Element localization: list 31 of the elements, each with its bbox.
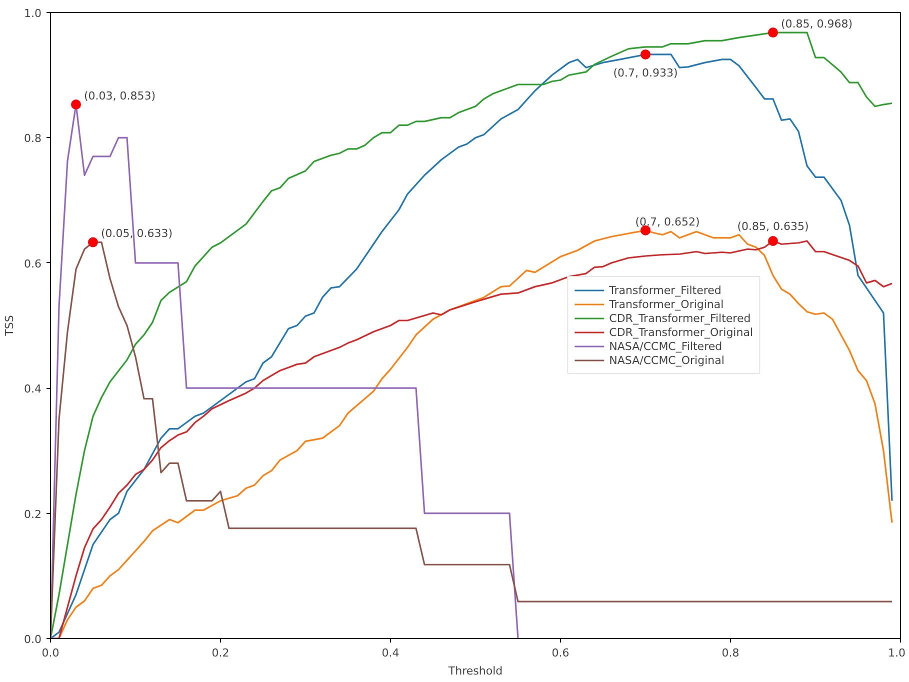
annotation: (0.85, 0.635)	[737, 220, 809, 233]
annotation: (0.7, 0.933)	[613, 66, 678, 80]
annotation: (0.7, 0.652)	[635, 215, 700, 228]
y-axis-title: TSS	[3, 315, 16, 337]
legend-label: CDR_Transformer_Original	[609, 325, 753, 339]
legend-label: Transformer_Filtered	[609, 283, 722, 297]
x-tick-label: 0.6	[552, 646, 570, 660]
y-tick-label: 0.4	[24, 382, 42, 396]
y-tick-label: 0.8	[24, 132, 42, 146]
point	[88, 237, 98, 248]
legend-label: NASA/CCMC_Original	[609, 353, 724, 367]
y-tick-label: 0.0	[24, 633, 42, 646]
point	[768, 28, 778, 38]
point	[71, 100, 81, 110]
annotation: (0.05, 0.633)	[101, 227, 173, 240]
annotation: (0.03, 0.853)	[84, 90, 156, 103]
y-tick-label: 0.2	[24, 508, 42, 521]
point	[768, 236, 778, 246]
x-axis-title: Threshold	[447, 664, 503, 678]
x-tick-label: 0.8	[722, 646, 740, 660]
x-tick-label: 0.4	[382, 646, 400, 660]
annotation: (0.85, 0.968)	[781, 18, 853, 31]
y-tick-label: 1.0	[24, 7, 42, 20]
point	[640, 49, 650, 60]
legend-label: Transformer_Original	[609, 297, 724, 311]
legend-label: NASA/CCMC_Filtered	[609, 339, 722, 353]
x-tick-label: 0.2	[212, 646, 230, 660]
legend-label: CDR_Transformer_Filtered	[609, 311, 751, 325]
y-tick-label: 0.6	[24, 257, 42, 270]
x-tick-label: 1.0	[888, 646, 906, 660]
x-tick-label: 0.0	[42, 646, 60, 660]
